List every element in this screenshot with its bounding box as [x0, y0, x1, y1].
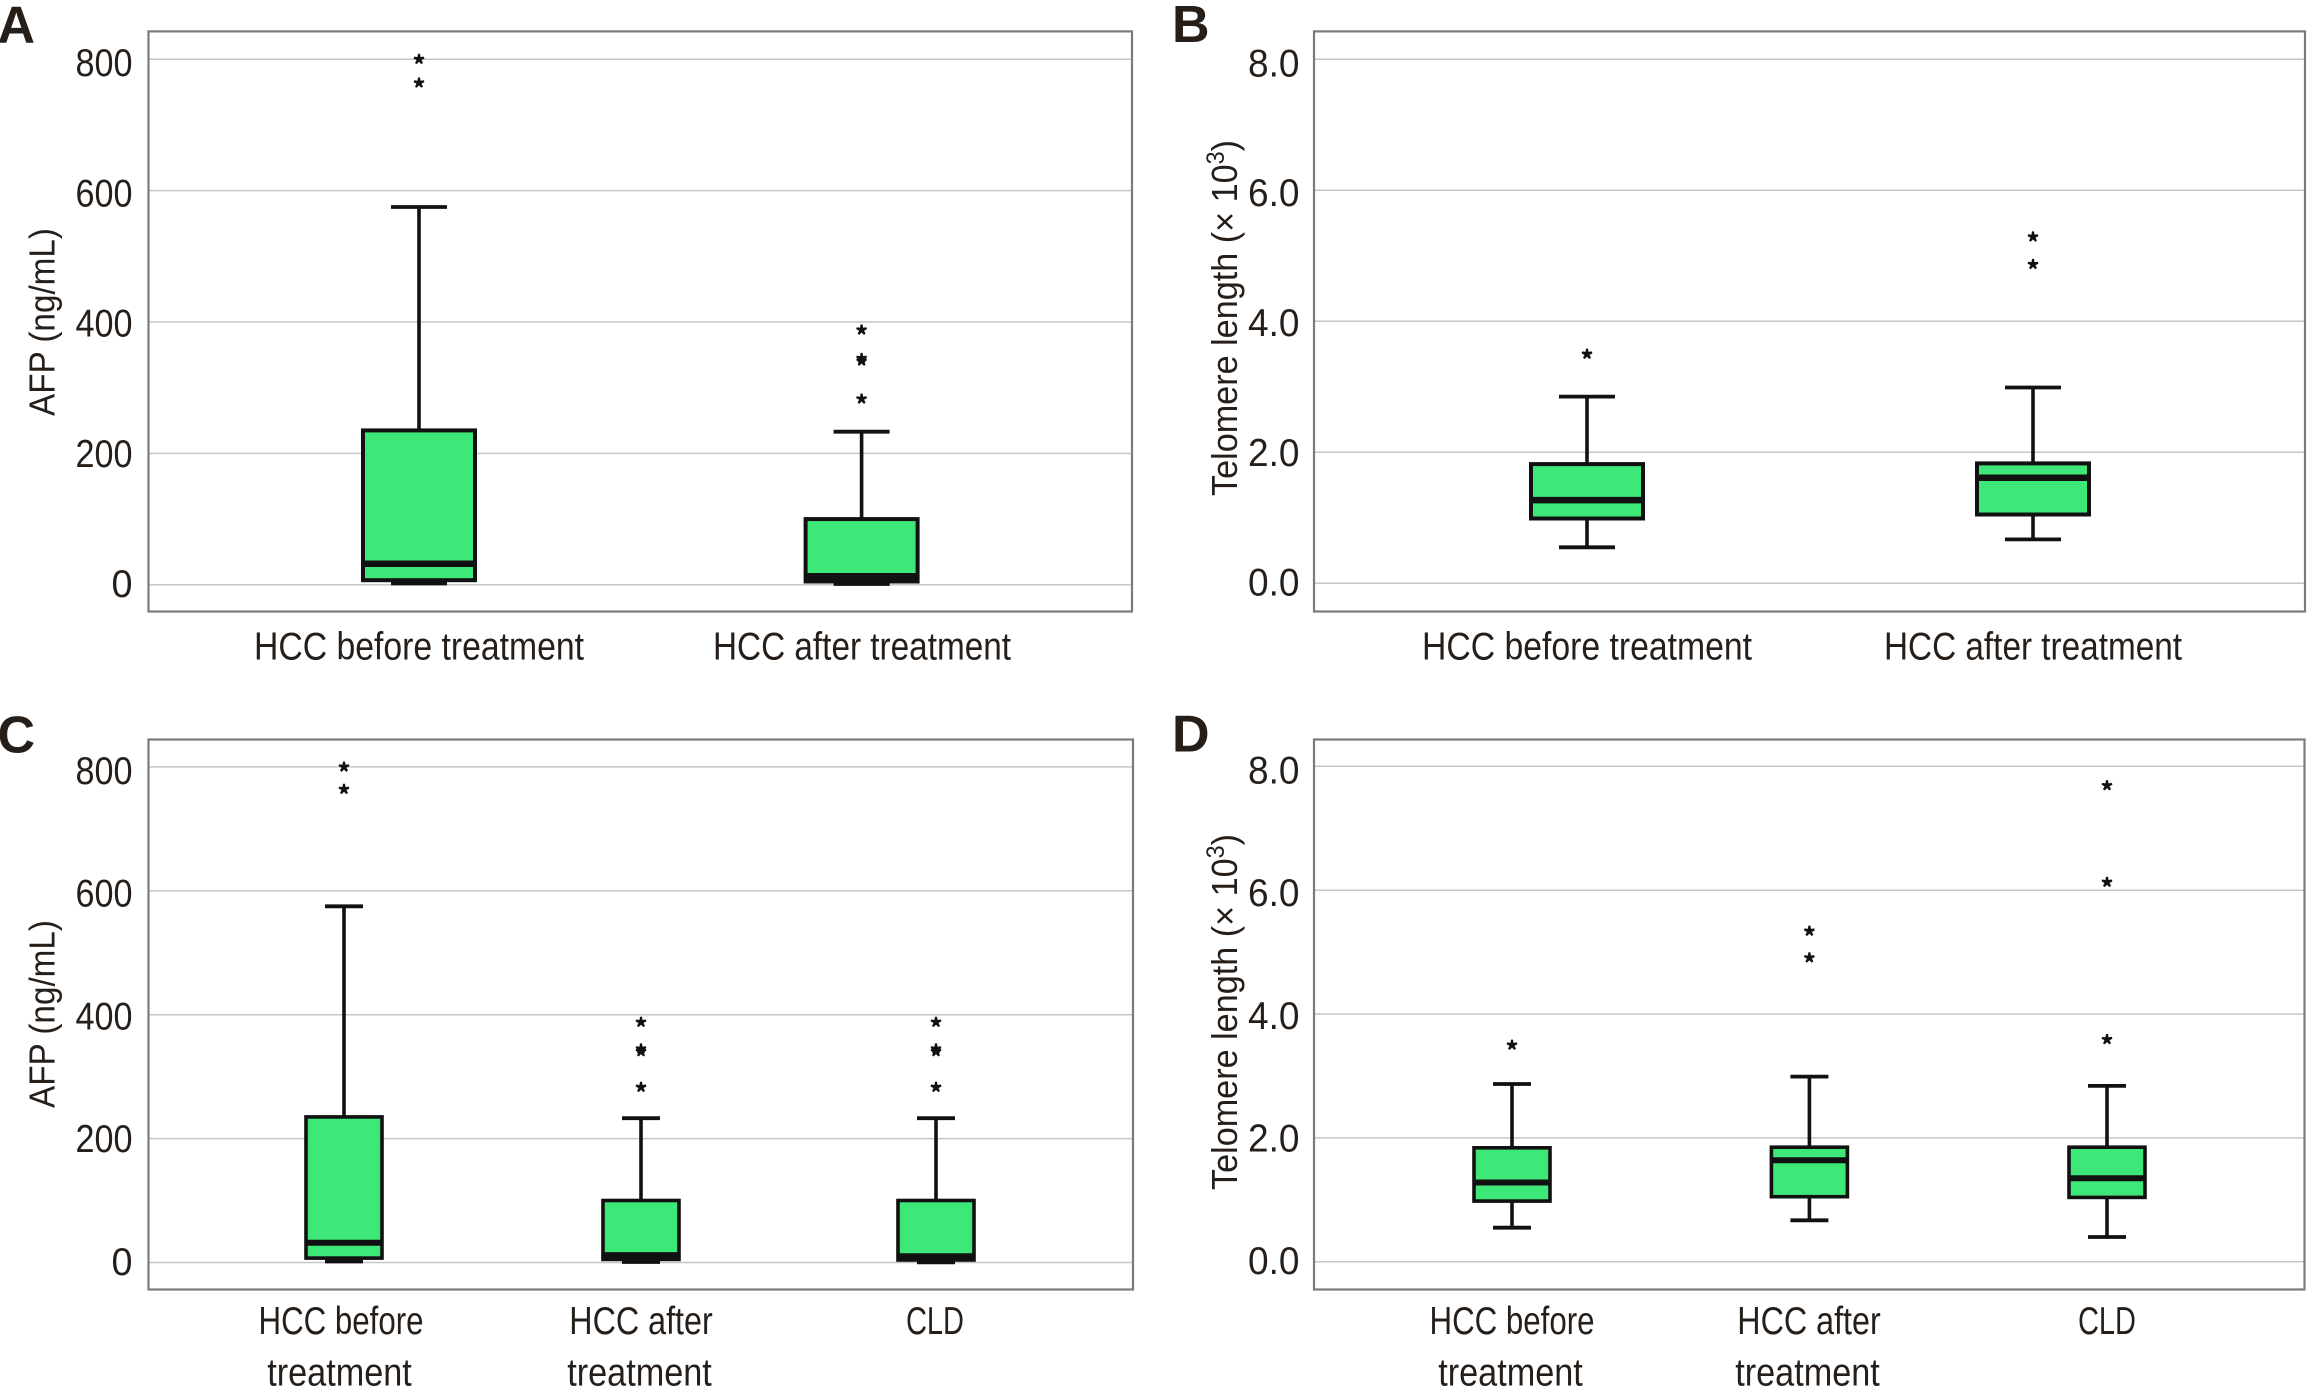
svg-text:HCC after treatment: HCC after treatment — [1884, 626, 2182, 669]
svg-text:HCC after: HCC after — [1737, 1300, 1880, 1343]
svg-text:HCC before treatment: HCC before treatment — [254, 626, 584, 669]
svg-text:AFP (ng/mL): AFP (ng/mL) — [22, 228, 63, 416]
svg-text:treatment: treatment — [567, 1352, 712, 1390]
svg-text:0: 0 — [112, 1241, 133, 1284]
svg-text:Telomere length (× 103): Telomere length (× 103) — [1202, 140, 1245, 496]
svg-text:0.0: 0.0 — [1248, 1240, 1300, 1283]
svg-text:400: 400 — [76, 303, 133, 346]
svg-text:treatment: treatment — [1438, 1352, 1583, 1390]
svg-text:C: C — [0, 707, 35, 765]
svg-text:CLD: CLD — [906, 1300, 964, 1343]
svg-text:8.0: 8.0 — [1248, 749, 1300, 792]
svg-text:2.0: 2.0 — [1248, 432, 1300, 475]
svg-text:0: 0 — [112, 563, 133, 606]
svg-text:4.0: 4.0 — [1248, 995, 1300, 1038]
svg-text:2.0: 2.0 — [1248, 1118, 1300, 1161]
svg-text:HCC after treatment: HCC after treatment — [713, 626, 1011, 669]
svg-text:HCC before: HCC before — [1430, 1300, 1595, 1343]
svg-text:HCC before treatment: HCC before treatment — [1422, 626, 1752, 669]
svg-text:4.0: 4.0 — [1248, 302, 1300, 345]
svg-text:200: 200 — [76, 1118, 133, 1161]
svg-text:0.0: 0.0 — [1248, 562, 1300, 605]
svg-text:200: 200 — [76, 433, 133, 476]
svg-text:A: A — [0, 0, 35, 55]
svg-text:AFP (ng/mL): AFP (ng/mL) — [22, 920, 63, 1108]
svg-text:Telomere length (× 103): Telomere length (× 103) — [1202, 834, 1245, 1190]
svg-text:800: 800 — [76, 750, 133, 793]
svg-text:800: 800 — [76, 42, 133, 85]
svg-text:6.0: 6.0 — [1248, 872, 1300, 915]
svg-text:400: 400 — [76, 995, 133, 1038]
svg-text:D: D — [1172, 706, 1210, 764]
svg-text:treatment: treatment — [1735, 1352, 1880, 1390]
svg-text:8.0: 8.0 — [1248, 42, 1300, 85]
svg-text:treatment: treatment — [267, 1352, 412, 1390]
svg-text:CLD: CLD — [2078, 1300, 2136, 1343]
svg-text:HCC after: HCC after — [569, 1300, 712, 1343]
svg-text:600: 600 — [76, 173, 133, 216]
svg-text:6.0: 6.0 — [1248, 172, 1300, 215]
svg-text:B: B — [1172, 0, 1210, 54]
svg-text:600: 600 — [76, 873, 133, 916]
svg-text:HCC before: HCC before — [259, 1300, 424, 1343]
